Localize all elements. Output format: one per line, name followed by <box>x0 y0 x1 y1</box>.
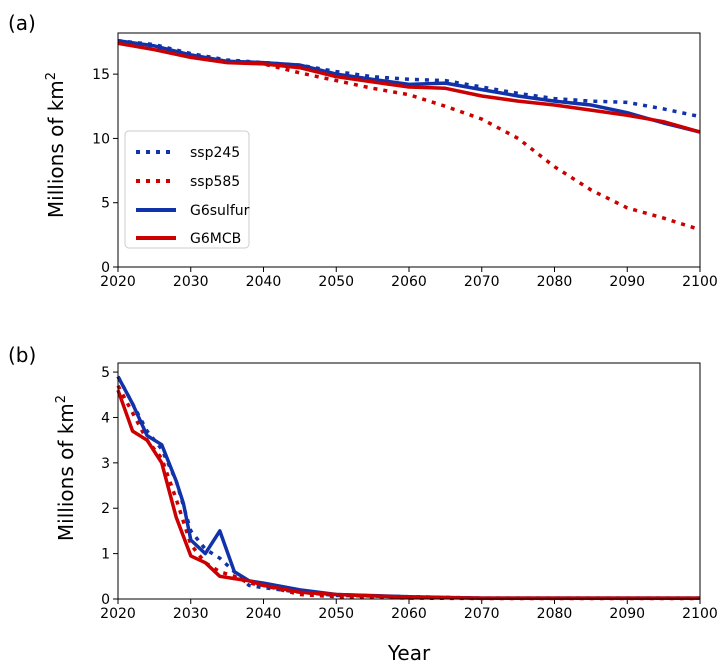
panel-b: (b) Millions of km2 2020 2030 2040 2050 2060… <box>8 343 718 665</box>
legend-label-ssp585: ssp585 <box>190 174 240 190</box>
panel-a-y-tick-label: 15 <box>92 67 110 83</box>
panel-a-label: (a) <box>8 11 36 35</box>
panel-a-x-tick-label: 2070 <box>464 274 500 290</box>
panel-a-series <box>117 38 701 232</box>
panel-b-series-ssp585 <box>116 384 700 601</box>
panel-b-y-tick-label: 0 <box>101 592 110 608</box>
panel-a-series-G6MCB <box>117 41 701 134</box>
panel-a-x-tick-label: 2050 <box>318 274 354 290</box>
panel-a-y-axis-label: Millions of km2 <box>44 72 68 218</box>
panel-a-x-tick-label: 2080 <box>537 274 573 290</box>
panel-a-y-tick-label: 10 <box>92 131 110 147</box>
panel-b-x-tick-label: 2060 <box>391 606 427 622</box>
panel-b-x-tick-label: 2040 <box>246 606 282 622</box>
panel-b-y-axis-label-sup: 2 <box>54 395 69 403</box>
panel-a-y-axis-label-main: Millions of km <box>44 80 68 218</box>
panel-b-y-axis-label-main: Millions of km <box>54 403 78 541</box>
panel-a: (a) Millions of km2 2020 2030 2040 2050 2060… <box>8 11 718 290</box>
panel-b-x-tick-label: 2050 <box>318 606 354 622</box>
panel-b-x-axis-label: Year <box>387 641 431 665</box>
legend-label-ssp245: ssp245 <box>190 145 240 161</box>
panel-b-y-tick-label: 2 <box>101 501 110 517</box>
panel-a-y-tick-label: 0 <box>101 260 110 276</box>
panel-a-x-tick-label: 2100 <box>682 274 718 290</box>
panel-a-ticks: 2020 2030 2040 2050 2060 2070 2080 2090 2100 0 5 10… <box>92 67 718 290</box>
panel-a-series-ssp245 <box>117 38 701 119</box>
panel-a-x-tick-label: 2060 <box>391 274 427 290</box>
panel-b-axes-frame <box>117 362 701 600</box>
panel-b-x-tick-label: 2090 <box>609 606 645 622</box>
panel-b-x-tick-label: 2080 <box>537 606 573 622</box>
panel-b-x-tick-label: 2070 <box>464 606 500 622</box>
panel-b-y-tick-label: 1 <box>101 547 110 563</box>
panel-b-series <box>116 375 700 601</box>
panel-b-ticks: 2020 2030 2040 2050 2060 2070 2080 2090 2100 0 1 2 3… <box>100 365 718 622</box>
panel-b-y-tick-label: 5 <box>101 365 110 381</box>
panel-b-label: (b) <box>8 343 36 367</box>
panel-a-x-tick-label: 2040 <box>246 274 282 290</box>
panel-b-series-G6MCB <box>116 389 700 600</box>
legend-box <box>124 130 250 249</box>
panel-a-y-axis-label-sup: 2 <box>44 72 59 80</box>
panel-b-x-tick-label: 2030 <box>173 606 209 622</box>
panel-b-y-tick-label: 4 <box>101 410 110 426</box>
legend-label-G6MCB: G6MCB <box>190 231 241 247</box>
panel-a-y-tick-label: 5 <box>101 196 110 212</box>
legend-label-G6sulfur: G6sulfur <box>190 203 250 219</box>
panel-a-x-tick-label: 2020 <box>100 274 136 290</box>
panel-a-axes-frame <box>117 32 701 268</box>
panel-b-x-tick-label: 2100 <box>682 606 718 622</box>
panel-b-y-axis-label: Millions of km2 <box>54 395 78 541</box>
panel-a-x-tick-label: 2030 <box>173 274 209 290</box>
panel-a-x-tick-label: 2090 <box>609 274 645 290</box>
panel-b-y-tick-label: 3 <box>101 456 110 472</box>
legend: ssp245 ssp585 G6sulfur G6MCB <box>124 130 250 249</box>
panel-b-x-tick-label: 2020 <box>100 606 136 622</box>
